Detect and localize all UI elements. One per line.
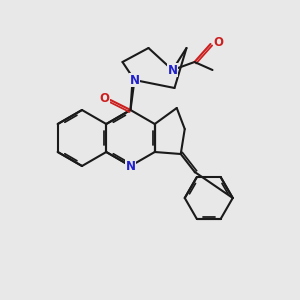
Text: O: O <box>214 35 224 49</box>
Text: N: N <box>125 160 136 172</box>
Text: O: O <box>100 92 110 106</box>
Text: N: N <box>130 74 140 86</box>
Text: N: N <box>167 64 178 76</box>
